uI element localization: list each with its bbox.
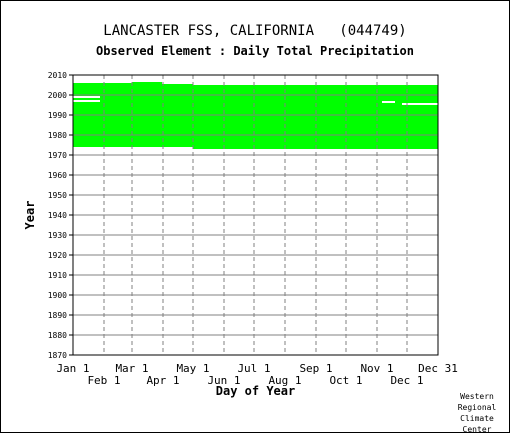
y-tick-label: 1970 — [48, 151, 67, 160]
x-tick-label: Jul 1 — [237, 362, 270, 375]
y-tick-label: 1890 — [48, 311, 67, 320]
x-tick-label: Nov 1 — [360, 362, 393, 375]
x-tick-label: Feb 1 — [87, 374, 120, 387]
missing-data-segment — [73, 100, 100, 102]
y-tick-label: 1930 — [48, 231, 67, 240]
missing-data-segment — [402, 103, 438, 105]
x-tick-label: Dec 1 — [390, 374, 423, 387]
x-axis-title: Day of Year — [216, 384, 295, 398]
y-tick-label: 1910 — [48, 271, 67, 280]
x-tick-label: Oct 1 — [329, 374, 362, 387]
y-tick-label: 1880 — [48, 331, 67, 340]
x-tick-label: Dec 31 — [418, 362, 458, 375]
missing-data-segment — [73, 96, 100, 98]
x-tick-label: Jan 1 — [56, 362, 89, 375]
y-axis-title: Year — [23, 201, 37, 230]
y-tick-label: 1990 — [48, 111, 67, 120]
credit-label: Western Regional Climate Center — [451, 391, 503, 433]
x-tick-label: Apr 1 — [146, 374, 179, 387]
x-tick-label: Jun 1 — [207, 374, 240, 387]
y-tick-label: 1920 — [48, 251, 67, 260]
y-tick-label: 1980 — [48, 131, 67, 140]
y-tick-label: 1940 — [48, 211, 67, 220]
y-tick-label: 1960 — [48, 171, 67, 180]
missing-data-segment — [382, 101, 395, 103]
chart-subtitle: Observed Element : Daily Total Precipita… — [96, 44, 414, 58]
x-tick-label: Aug 1 — [268, 374, 301, 387]
x-tick-label: Sep 1 — [299, 362, 332, 375]
x-tick-label: May 1 — [176, 362, 209, 375]
plot-border — [72, 74, 439, 356]
credit-line: Center — [462, 425, 492, 433]
y-tick-label: 2000 — [48, 91, 67, 100]
y-tick-label: 1870 — [48, 351, 67, 360]
credit-line: Western — [460, 392, 494, 401]
chart-title: LANCASTER FSS, CALIFORNIA (044749) — [103, 23, 407, 39]
x-tick-label: Mar 1 — [115, 362, 148, 375]
y-tick-label: 1900 — [48, 291, 67, 300]
y-tick-label: 2010 — [48, 71, 67, 80]
credit-line: Climate — [460, 414, 494, 423]
y-tick-label: 1950 — [48, 191, 67, 200]
credit-line: Regional — [457, 403, 497, 412]
